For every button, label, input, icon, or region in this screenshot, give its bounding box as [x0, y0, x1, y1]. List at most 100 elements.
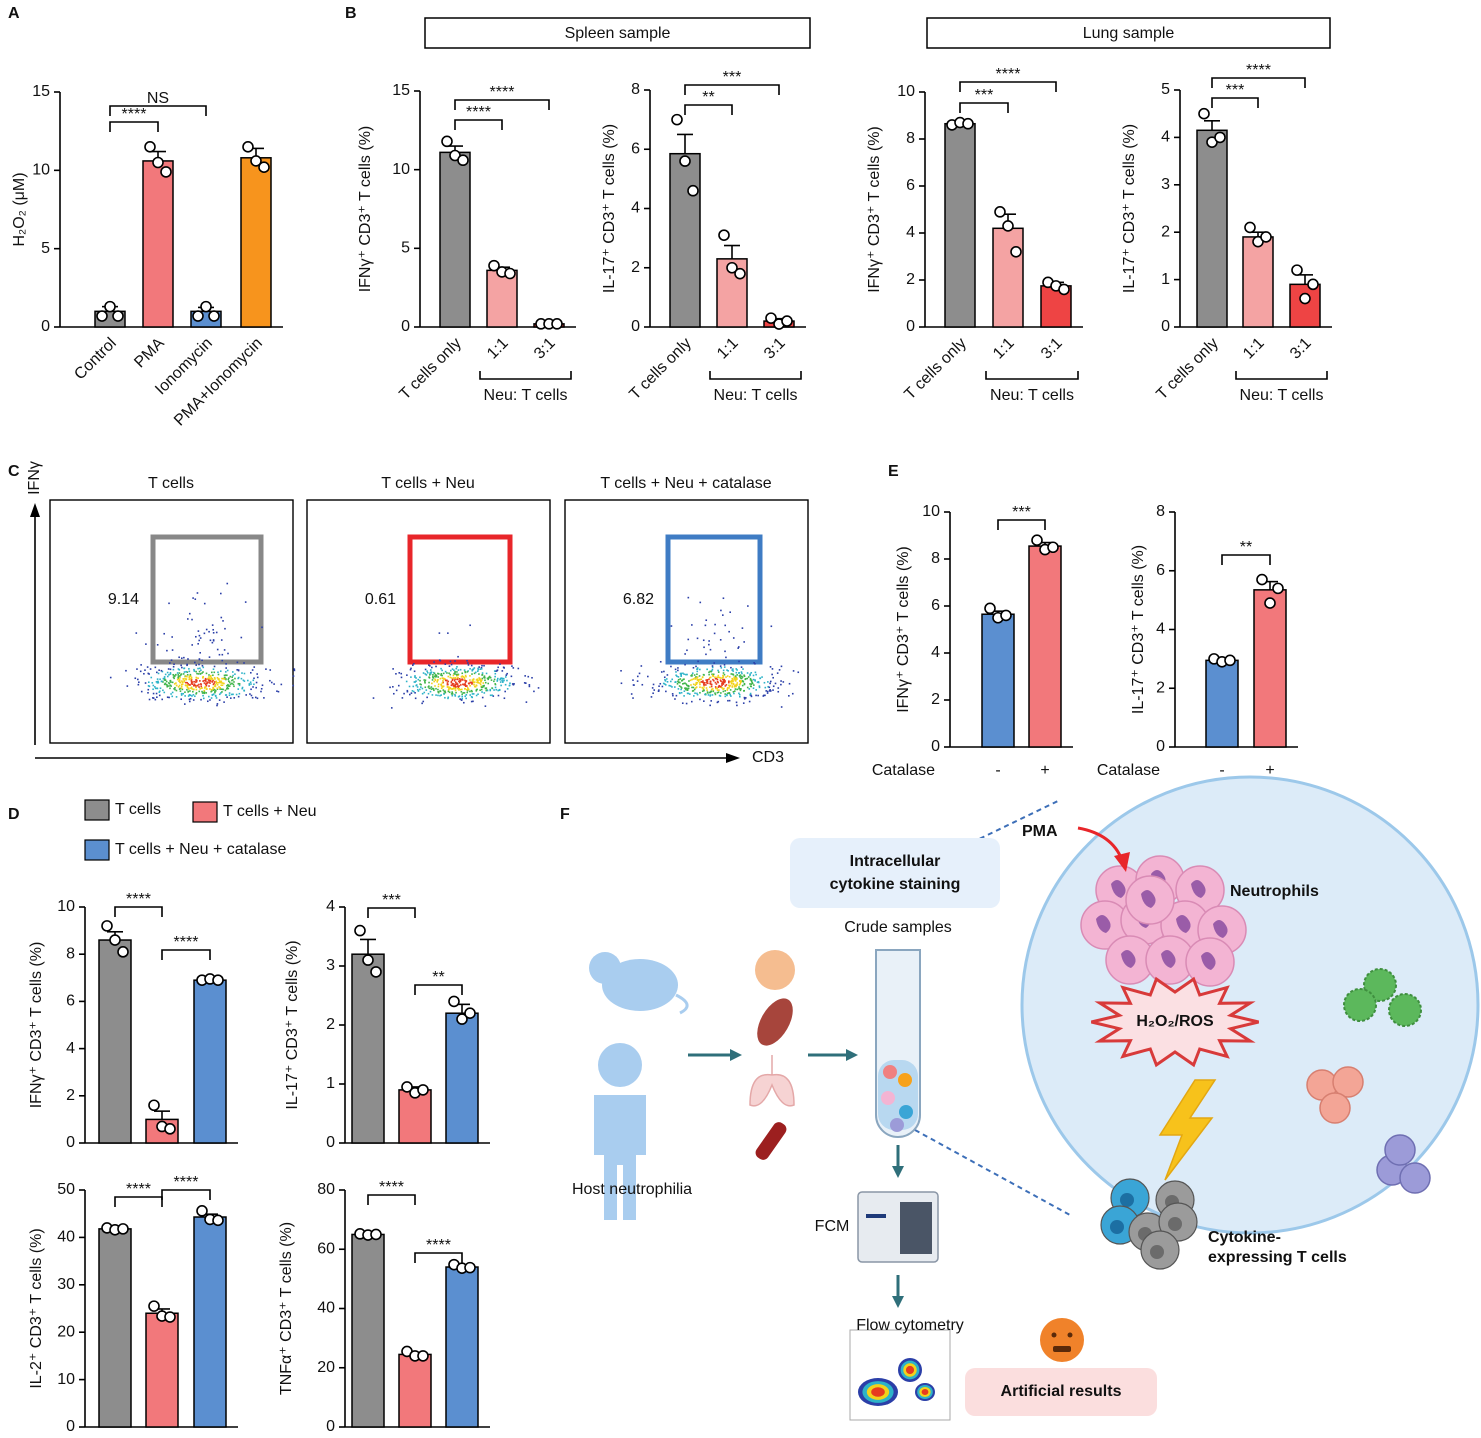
density-dot	[682, 678, 685, 681]
density-dot	[632, 684, 635, 686]
density-dot	[739, 682, 742, 685]
density-dot	[668, 684, 671, 687]
density-dot	[207, 677, 209, 680]
density-dot	[223, 678, 226, 680]
density-dot	[679, 678, 682, 680]
density-dot	[706, 682, 708, 684]
density-dot	[189, 675, 192, 678]
density-dot	[466, 671, 469, 673]
density-dot	[212, 639, 215, 642]
density-dot	[720, 680, 722, 683]
data-point	[101, 920, 113, 932]
density-dot	[749, 674, 751, 677]
density-dot	[462, 676, 464, 678]
bar	[1196, 129, 1228, 328]
density-dot	[231, 682, 233, 685]
density-dot	[710, 683, 713, 686]
density-dot	[221, 653, 224, 656]
density-dot	[428, 681, 430, 684]
data-point	[370, 966, 382, 978]
density-dot	[192, 597, 194, 599]
density-dot	[738, 693, 741, 696]
density-dot	[231, 676, 234, 678]
density-dot	[392, 685, 394, 688]
density-dot	[731, 686, 734, 688]
density-dot	[203, 679, 205, 682]
density-dot	[448, 672, 450, 675]
density-dot	[469, 667, 471, 670]
density-dot	[727, 670, 729, 672]
density-dot	[451, 682, 454, 685]
y-tick-label: 0	[41, 318, 50, 335]
data-point	[551, 318, 563, 330]
density-dot	[180, 657, 183, 660]
density-dot	[148, 685, 151, 688]
density-dot	[452, 677, 455, 679]
data-point	[718, 229, 730, 241]
density-dot	[687, 692, 690, 695]
y-axis-label: IL-17⁺ CD3⁺ T cells (%)	[1121, 124, 1138, 293]
density-dot	[229, 675, 232, 678]
density-dot	[750, 680, 753, 682]
neutrophil-nucleus	[1096, 915, 1111, 933]
x-tick-label: 3:1	[761, 335, 789, 363]
neutrophil-nucleus	[1201, 952, 1216, 970]
density-dot	[734, 675, 737, 677]
human-body	[594, 1095, 646, 1220]
density-dot	[739, 689, 742, 692]
significance-bracket: ***	[959, 87, 1009, 113]
density-dot	[493, 670, 496, 672]
density-dot	[426, 696, 428, 699]
density-dot	[429, 673, 432, 675]
density-dot	[721, 687, 723, 689]
arrow-head	[846, 1049, 858, 1061]
density-dot	[695, 683, 697, 685]
density-dot	[723, 681, 726, 684]
density-dot	[502, 677, 505, 680]
density-dot	[454, 681, 457, 684]
density-dot	[228, 681, 231, 684]
density-dot	[706, 679, 709, 681]
density-dot	[735, 684, 737, 687]
density-dot	[187, 684, 189, 687]
y-tick-label: 6	[931, 597, 940, 614]
density-dot	[156, 687, 158, 690]
density-dot	[223, 701, 225, 703]
density-dot	[237, 677, 239, 680]
density-dot	[140, 690, 143, 693]
density-dot	[189, 684, 191, 686]
density-dot	[739, 681, 742, 684]
density-dot	[214, 685, 217, 688]
density-dot	[732, 678, 734, 681]
density-dot	[680, 679, 683, 682]
density-dot	[663, 683, 666, 685]
flow-gate	[150, 534, 264, 665]
density-dot	[212, 628, 215, 631]
y-tick-label: 20	[317, 1359, 335, 1376]
density-dot	[147, 681, 150, 684]
density-dot	[770, 625, 773, 628]
bracket-line	[1211, 77, 1306, 88]
density-dot	[717, 686, 720, 688]
density-dot	[696, 692, 698, 695]
x-tick-label: Control	[71, 335, 120, 384]
density-dot	[709, 691, 711, 694]
y-tick-label: 6	[631, 140, 640, 157]
bracket-line	[997, 519, 1046, 530]
x-tick-label: PMA+Ionomycin	[171, 335, 266, 430]
density-dot	[390, 707, 393, 709]
density-dot	[162, 681, 164, 683]
density-dot	[747, 676, 750, 678]
density-dot	[194, 598, 197, 601]
density-dot	[215, 695, 217, 697]
density-dot	[683, 673, 685, 676]
density-dot	[179, 675, 181, 677]
density-dot	[472, 700, 474, 703]
density-dot	[754, 671, 757, 674]
density-dot	[692, 683, 695, 686]
density-dot	[753, 661, 755, 664]
data-point	[1272, 582, 1284, 595]
density-dot	[431, 694, 434, 696]
significance-label: ****	[1246, 62, 1271, 79]
density-dot	[292, 684, 295, 687]
